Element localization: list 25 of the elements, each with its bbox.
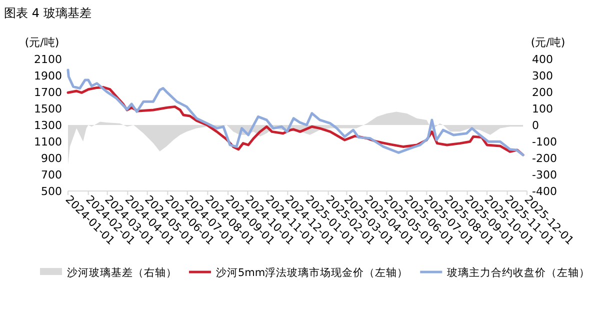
legend-label: 沙河5mm浮法玻璃市场现金价（左轴） xyxy=(216,266,408,279)
y2-axis-title: (元/吨) xyxy=(530,36,566,49)
y-tick-label: 1900 xyxy=(34,70,62,82)
y-tick-label: 1700 xyxy=(34,86,62,99)
y2-tick-label: 200 xyxy=(532,86,553,99)
line-series xyxy=(66,68,524,156)
y-tick-label: 700 xyxy=(41,168,62,182)
y-tick-label: 500 xyxy=(41,185,62,198)
chart-title: 图表 4 玻璃基差 xyxy=(4,6,92,20)
y-tick-label: 1100 xyxy=(34,136,62,148)
y2-tick-label: 0 xyxy=(532,119,539,132)
y-tick-label: 1300 xyxy=(34,119,62,132)
legend-label: 沙河玻璃基差（右轴） xyxy=(67,266,177,279)
y-tick-label: 2100 xyxy=(34,53,62,66)
y-tick-label: 1500 xyxy=(34,102,62,116)
y2-tick-label: 100 xyxy=(532,102,553,116)
y2-tick-label: -300 xyxy=(532,168,557,182)
y2-tick-label: -400 xyxy=(532,185,557,198)
y2-tick-label: -200 xyxy=(532,152,557,165)
y2-tick-label: -100 xyxy=(532,136,557,148)
y2-tick-label: 300 xyxy=(532,70,553,82)
y-tick-label: 900 xyxy=(41,152,62,165)
y2-tick-label: 400 xyxy=(532,53,553,66)
y-axis-title: (元/吨) xyxy=(24,36,60,49)
legend-label: 玻璃主力合约收盘价（左轴） xyxy=(447,266,590,279)
